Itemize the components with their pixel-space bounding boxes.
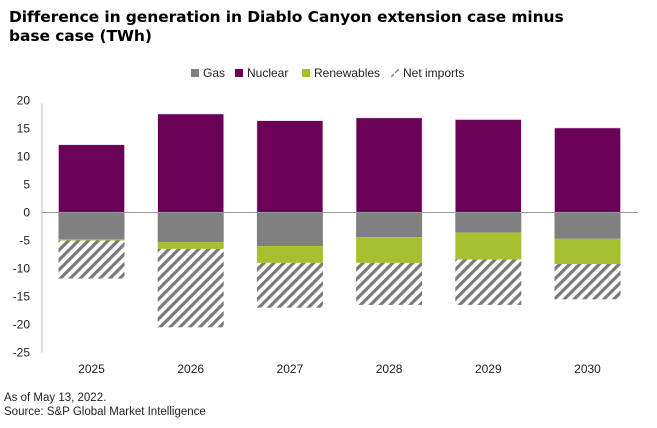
bar-renewables [256, 246, 323, 263]
legend-swatch-net-imports [391, 69, 399, 77]
x-tick-label: 2029 [475, 362, 502, 376]
x-tick-label: 2026 [177, 362, 204, 376]
bar-nuclear [157, 113, 224, 213]
bars [42, 113, 638, 328]
legend-item-renewables: Renewables [302, 64, 380, 82]
legend-item-gas: Gas [191, 64, 225, 82]
bar-nuclear [256, 120, 324, 213]
x-tick-label: 2027 [277, 362, 304, 376]
bar-gas [256, 212, 323, 247]
legend-item-nuclear: Nuclear [235, 64, 288, 82]
y-tick-label: -25 [13, 346, 31, 360]
y-tick-label: 15 [17, 122, 31, 136]
bar-nuclear [58, 144, 125, 213]
y-axis: 20 15 10 5 0 -5 -10 -15 -20 -25 [13, 94, 43, 360]
bar-group-2028 [355, 117, 423, 305]
bar-net-imports [455, 259, 522, 305]
y-tick-label: -10 [13, 262, 31, 276]
bar-gas [356, 212, 423, 238]
y-tick-label: 20 [17, 94, 31, 108]
bar-renewables [157, 242, 224, 249]
as-of-note: As of May 13, 2022. [4, 392, 107, 404]
bar-group-2030 [554, 127, 621, 300]
bar-group-2026 [157, 113, 224, 328]
legend-label-renewables: Renewables [314, 66, 381, 80]
bar-nuclear [355, 117, 423, 213]
y-tick-label: 10 [17, 150, 31, 164]
bar-renewables [356, 237, 423, 263]
bar-net-imports [256, 262, 323, 308]
y-tick-label: -15 [13, 290, 31, 304]
x-axis: 2025 2026 2027 2028 2029 2030 [78, 362, 601, 376]
bar-nuclear [454, 119, 522, 213]
chart-legend: Gas Nuclear Renewables Net imports [0, 64, 657, 82]
bar-net-imports [58, 240, 125, 279]
y-tick-label: 0 [23, 206, 30, 220]
bar-gas [157, 212, 224, 243]
legend-item-net-imports: Net imports [391, 64, 464, 82]
chart-title: Difference in generation in Diablo Canyo… [9, 8, 564, 45]
y-tick-label: 5 [23, 178, 30, 192]
bar-group-2029 [454, 119, 522, 305]
bar-net-imports [356, 262, 423, 305]
legend-label-nuclear: Nuclear [247, 66, 289, 80]
y-tick-label: -20 [13, 318, 31, 332]
bar-net-imports [554, 264, 621, 300]
bar-gas [455, 212, 522, 233]
bar-gas [554, 212, 621, 239]
legend-label-net-imports: Net imports [403, 66, 465, 80]
bar-renewables [554, 238, 621, 265]
bar-renewables [58, 239, 125, 241]
chart-footer: As of May 13, 2022. Source: S&P Global M… [4, 391, 206, 419]
bar-group-2027 [256, 120, 324, 308]
bar-nuclear [554, 127, 621, 213]
x-tick-label: 2025 [78, 362, 105, 376]
bar-renewables [455, 232, 522, 260]
x-tick-label: 2028 [376, 362, 403, 376]
bar-gas [58, 212, 125, 240]
legend-swatch-gas [191, 69, 199, 77]
legend-swatch-renewables [302, 69, 310, 77]
y-tick-label: -5 [19, 234, 30, 248]
source-note: Source: S&P Global Market Intelligence [4, 406, 206, 418]
bar-net-imports [157, 248, 224, 328]
legend-label-gas: Gas [203, 66, 226, 80]
legend-swatch-nuclear [235, 69, 243, 77]
x-tick-label: 2030 [574, 362, 601, 376]
bar-group-2025 [58, 144, 125, 279]
